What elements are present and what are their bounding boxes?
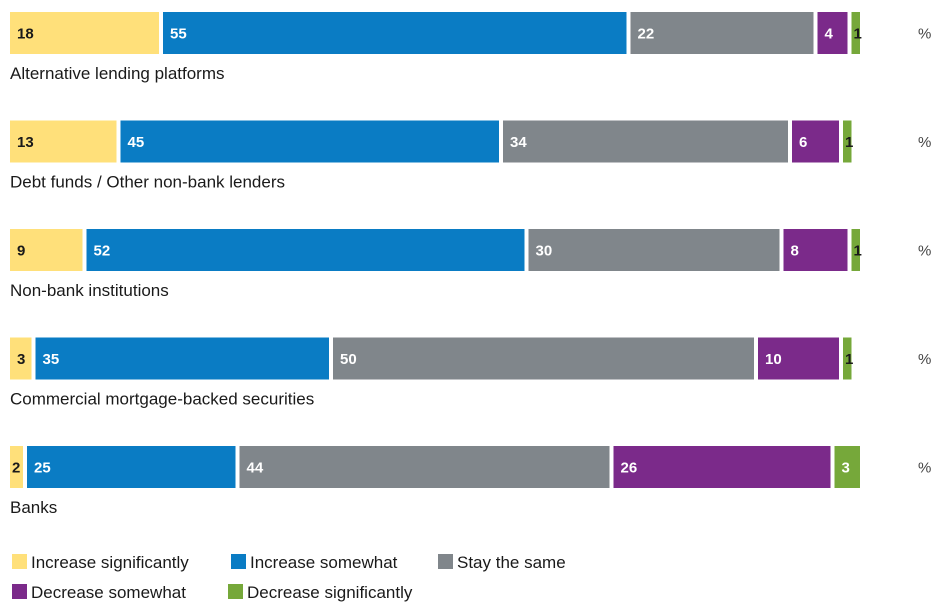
- bar-segment-increase-somewhat: [120, 120, 499, 163]
- data-label: 55: [170, 26, 187, 43]
- legend-swatch: [12, 584, 27, 599]
- bar-segment-decrease-significantly: [851, 12, 860, 54]
- bar-segment-decrease-somewhat: [817, 12, 848, 54]
- data-label: 30: [536, 243, 553, 260]
- percent-unit-label: %: [918, 460, 931, 477]
- legend-label: Stay the same: [457, 553, 566, 572]
- legend: Increase significantly Increase somewhat S…: [12, 553, 566, 602]
- data-label: 26: [621, 460, 638, 477]
- data-label: 22: [638, 26, 655, 43]
- bar-segment-stay-the-same: [528, 229, 780, 271]
- data-label: 3: [17, 351, 25, 368]
- legend-swatch: [12, 554, 27, 569]
- category-label: Commercial mortgage-backed securities: [10, 390, 314, 409]
- legend-swatch: [231, 554, 246, 569]
- bar-segment-increase-significantly: [10, 446, 23, 488]
- legend-item-increase-somewhat: Increase somewhat: [231, 553, 398, 572]
- bar-segment-stay-the-same: [630, 12, 814, 54]
- bar-segment-stay-the-same: [503, 120, 788, 163]
- legend-item-increase-significantly: Increase significantly: [12, 553, 189, 572]
- data-label: 35: [43, 351, 60, 368]
- legend-label: Decrease somewhat: [31, 583, 186, 602]
- bar-row-non-bank-institutions: 9 52 30 8 1 % Non-bank institutions: [10, 229, 931, 300]
- legend-swatch: [228, 584, 243, 599]
- bar-row-banks: 2 25 44 26 3 % Banks: [10, 446, 931, 517]
- legend-label: Increase significantly: [31, 553, 189, 572]
- category-label: Banks: [10, 498, 57, 517]
- data-label: 4: [825, 26, 834, 43]
- bar-row-commercial-mortgage-backed-securities: 3 35 50 10 1 % Commercial mortgage-backed secu…: [10, 337, 931, 409]
- bar-segment-decrease-somewhat: [792, 120, 839, 163]
- data-label: 1: [854, 243, 862, 260]
- bar-segment-decrease-significantly: [843, 337, 852, 380]
- legend-swatch: [438, 554, 453, 569]
- data-label: 44: [247, 460, 264, 477]
- legend-item-stay-the-same: Stay the same: [438, 553, 566, 572]
- data-label: 1: [854, 26, 862, 43]
- category-label: Non-bank institutions: [10, 281, 169, 300]
- bar-segment-increase-significantly: [10, 337, 32, 380]
- bar-segment-decrease-significantly: [843, 120, 852, 163]
- data-label: 25: [34, 460, 51, 477]
- data-label: 8: [791, 243, 799, 260]
- percent-unit-label: %: [918, 351, 931, 368]
- bar-segment-decrease-significantly: [851, 229, 860, 271]
- bar-segment-increase-somewhat: [27, 446, 236, 488]
- data-label: 50: [340, 351, 357, 368]
- category-label: Debt funds / Other non-bank lenders: [10, 173, 285, 192]
- category-label: Alternative lending platforms: [10, 64, 225, 83]
- legend-item-decrease-somewhat: Decrease somewhat: [12, 583, 186, 602]
- data-label: 3: [842, 460, 850, 477]
- bars-group: 18 55 22 4 1 %Alternative lending platforms13…: [10, 12, 931, 517]
- legend-label: Decrease significantly: [247, 583, 413, 602]
- data-label: 18: [17, 26, 34, 43]
- bar-segment-increase-significantly: [10, 229, 83, 271]
- bar-segment-increase-significantly: [10, 12, 159, 54]
- data-label: 10: [765, 351, 782, 368]
- percent-unit-label: %: [918, 134, 931, 151]
- bar-segment-increase-somewhat: [86, 229, 525, 271]
- data-label: 13: [17, 134, 34, 151]
- data-label: 1: [845, 134, 853, 151]
- percent-unit-label: %: [918, 243, 931, 260]
- bar-row-alternative-lending-platforms: 18 55 22 4 1 % Alternative lending platforms: [10, 12, 931, 83]
- data-label: 1: [845, 351, 853, 368]
- bar-segment-stay-the-same: [333, 337, 754, 380]
- bar-segment-decrease-somewhat: [783, 229, 848, 271]
- legend-label: Increase somewhat: [250, 553, 398, 572]
- bar-segment-decrease-somewhat: [613, 446, 831, 488]
- percent-unit-label: %: [918, 26, 931, 43]
- data-label: 9: [17, 243, 25, 260]
- data-label: 52: [94, 243, 111, 260]
- bar-segment-increase-somewhat: [163, 12, 627, 54]
- data-label: 2: [12, 460, 20, 477]
- data-label: 34: [510, 134, 527, 151]
- bar-segment-stay-the-same: [239, 446, 610, 488]
- bar-row-debt-funds-other-non-bank-lenders: 13 45 34 6 1 % Debt funds / Other non-bank len…: [10, 120, 931, 192]
- data-label: 6: [799, 134, 807, 151]
- bar-segment-decrease-somewhat: [758, 337, 839, 380]
- bar-segment-decrease-significantly: [834, 446, 860, 488]
- data-label: 45: [128, 134, 145, 151]
- bar-segment-increase-significantly: [10, 120, 117, 163]
- legend-item-decrease-significantly: Decrease significantly: [228, 583, 413, 602]
- bar-segment-increase-somewhat: [35, 337, 329, 380]
